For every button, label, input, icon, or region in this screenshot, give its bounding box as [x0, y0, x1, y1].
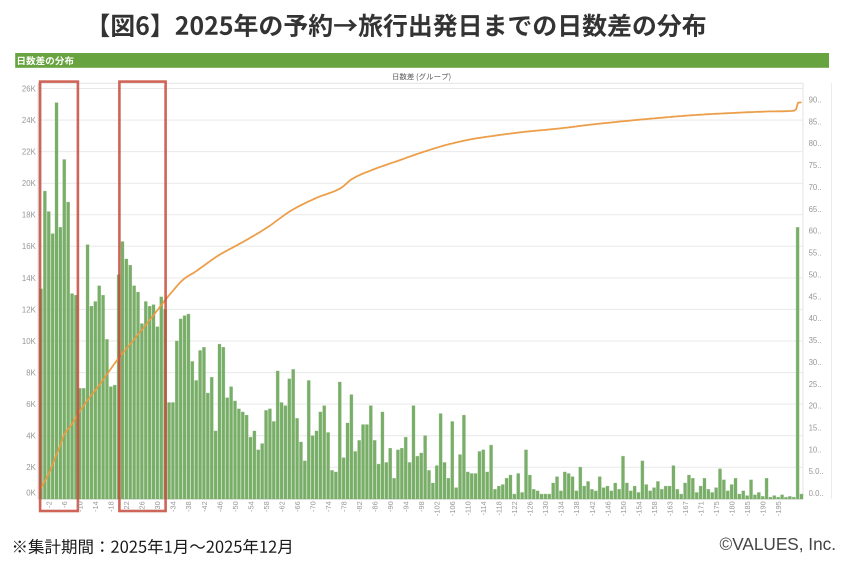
svg-text:-34: -34	[169, 501, 178, 512]
svg-text:-2: -2	[45, 501, 54, 508]
svg-text:25..: 25..	[809, 380, 822, 389]
svg-text:-54: -54	[246, 501, 255, 512]
svg-text:-18: -18	[107, 501, 116, 512]
svg-text:22K: 22K	[22, 148, 37, 157]
svg-text:4K: 4K	[26, 432, 36, 441]
svg-text:-62: -62	[277, 501, 286, 512]
svg-text:-82: -82	[355, 501, 364, 512]
svg-text:-150: -150	[619, 501, 628, 516]
svg-text:-118: -118	[495, 501, 504, 515]
svg-text:-122: -122	[510, 501, 519, 516]
svg-text:-98: -98	[417, 501, 426, 512]
svg-text:-175: -175	[712, 501, 721, 516]
svg-text:-130: -130	[541, 501, 550, 516]
svg-text:10K: 10K	[22, 337, 37, 346]
svg-text:90..: 90..	[809, 95, 822, 104]
svg-text:60..: 60..	[809, 227, 822, 236]
svg-text:5.0..: 5.0..	[809, 467, 824, 476]
svg-text:45..: 45..	[809, 292, 822, 301]
svg-text:-38: -38	[184, 501, 193, 512]
svg-text:-50: -50	[231, 501, 240, 512]
svg-text:-14: -14	[91, 501, 100, 512]
svg-text:-78: -78	[339, 501, 348, 512]
svg-text:-66: -66	[293, 501, 302, 512]
svg-text:30..: 30..	[809, 358, 822, 367]
svg-text:8K: 8K	[26, 369, 36, 378]
svg-text:85..: 85..	[809, 117, 822, 126]
svg-text:-126: -126	[526, 501, 535, 516]
svg-text:2K: 2K	[26, 463, 36, 472]
svg-text:-106: -106	[448, 501, 457, 516]
svg-text:0.0..: 0.0..	[809, 489, 824, 498]
svg-text:-22: -22	[122, 501, 131, 512]
svg-text:-142: -142	[588, 501, 597, 516]
svg-text:-42: -42	[200, 501, 209, 512]
svg-text:-114: -114	[479, 501, 488, 515]
svg-text:-163: -163	[665, 501, 674, 516]
svg-text:40..: 40..	[809, 314, 822, 323]
svg-text:-146: -146	[603, 501, 612, 516]
svg-text:55..: 55..	[809, 249, 822, 258]
svg-text:-90: -90	[386, 501, 395, 512]
svg-text:35..: 35..	[809, 336, 822, 345]
svg-text:6K: 6K	[26, 400, 36, 409]
svg-text:-6: -6	[60, 501, 69, 508]
svg-text:-110: -110	[464, 501, 473, 515]
svg-text:26K: 26K	[22, 84, 37, 93]
svg-text:-30: -30	[153, 501, 162, 512]
svg-text:-154: -154	[634, 501, 643, 516]
svg-text:50..: 50..	[809, 270, 822, 279]
svg-text:70..: 70..	[809, 183, 822, 192]
svg-text:0K: 0K	[26, 489, 36, 498]
svg-text:-190: -190	[759, 501, 768, 516]
svg-text:-70: -70	[308, 501, 317, 512]
svg-text:-167: -167	[681, 501, 690, 516]
svg-text:-74: -74	[324, 501, 333, 512]
svg-text:14K: 14K	[22, 274, 37, 283]
svg-text:20..: 20..	[809, 402, 822, 411]
svg-text:-86: -86	[371, 501, 380, 512]
svg-text:-158: -158	[650, 501, 659, 516]
svg-text:-185: -185	[743, 501, 752, 516]
svg-text:-58: -58	[262, 501, 271, 512]
svg-text:65..: 65..	[809, 205, 822, 214]
svg-text:-134: -134	[557, 501, 566, 516]
svg-text:-94: -94	[402, 501, 411, 512]
svg-text:75..: 75..	[809, 161, 822, 170]
svg-text:©VALUES, Inc.: ©VALUES, Inc.	[720, 534, 836, 554]
svg-text:10..: 10..	[809, 445, 822, 454]
svg-text:-46: -46	[215, 501, 224, 512]
svg-text:-102: -102	[433, 501, 442, 516]
svg-text:-195: -195	[774, 501, 783, 516]
svg-text:24K: 24K	[22, 116, 37, 125]
svg-text:80..: 80..	[809, 139, 822, 148]
svg-text:12K: 12K	[22, 305, 37, 314]
svg-text:-138: -138	[572, 501, 581, 516]
svg-text:-180: -180	[727, 501, 736, 516]
svg-text:-171: -171	[696, 501, 705, 516]
svg-text:16K: 16K	[22, 242, 37, 251]
svg-text:-26: -26	[138, 501, 147, 512]
svg-text:20K: 20K	[22, 179, 37, 188]
svg-text:15..: 15..	[809, 424, 822, 433]
svg-text:-10: -10	[76, 501, 85, 512]
svg-text:18K: 18K	[22, 211, 37, 220]
